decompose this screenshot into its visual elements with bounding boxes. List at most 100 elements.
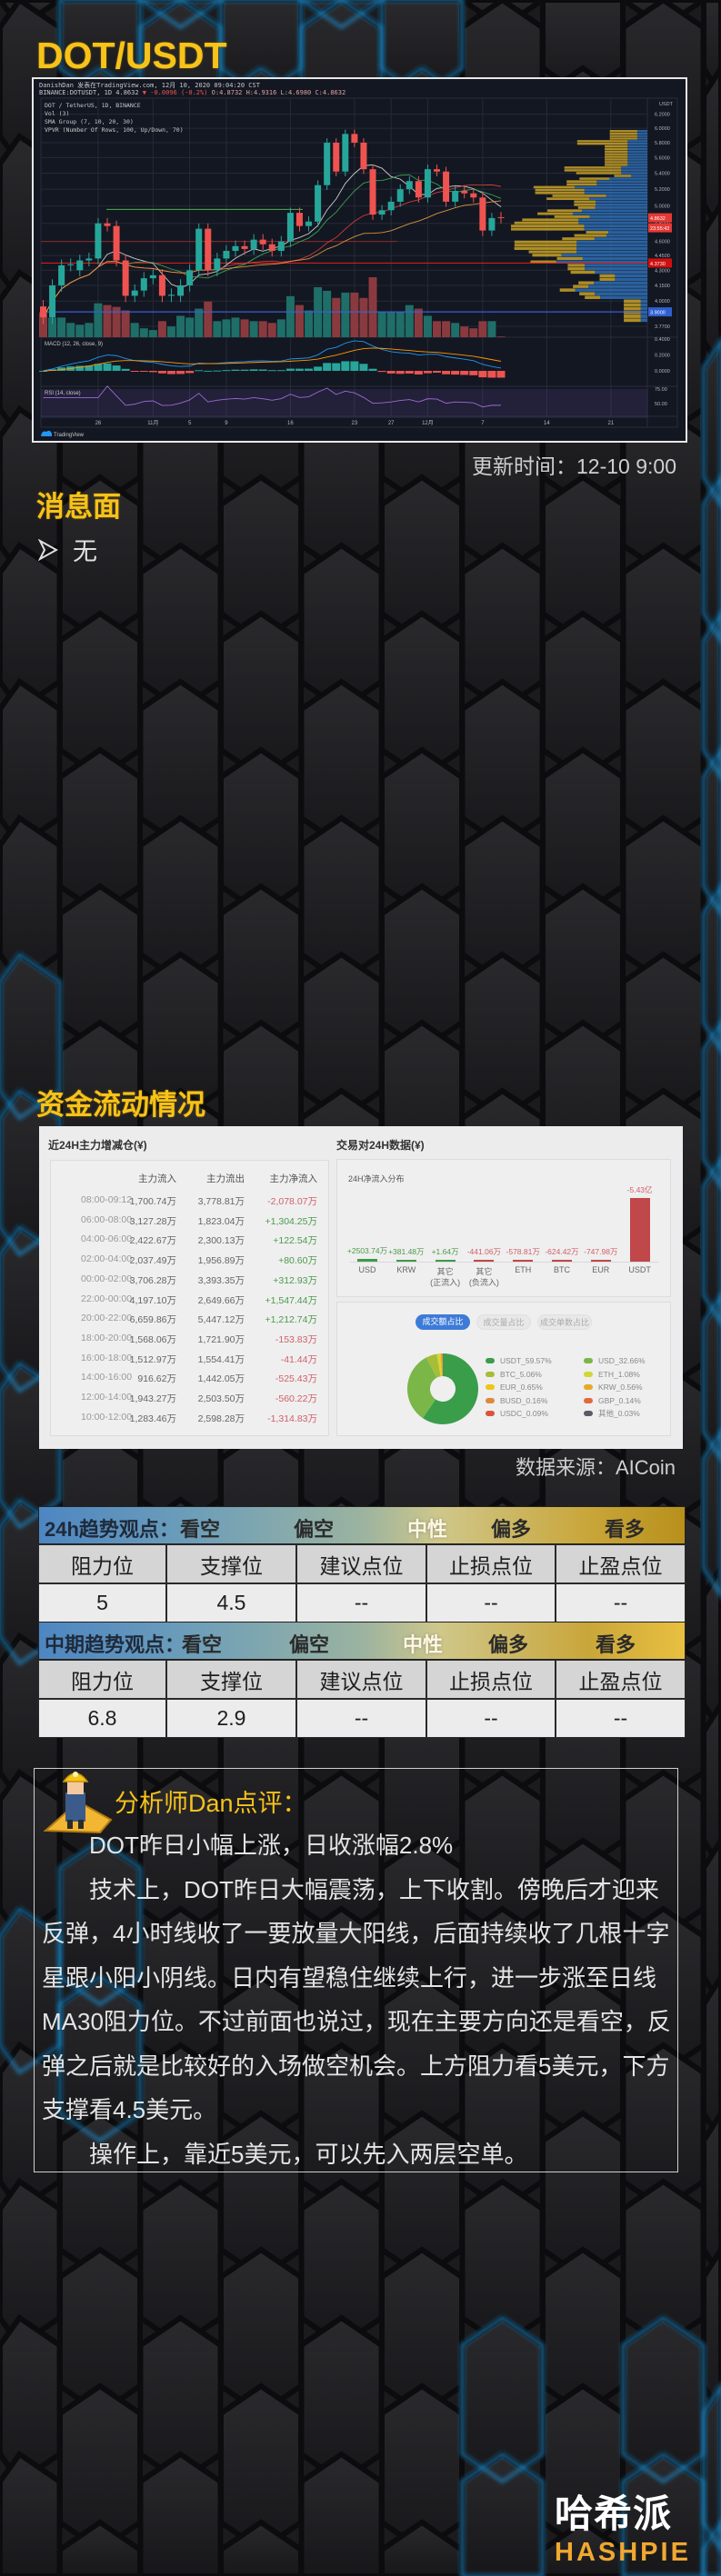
legend-item: ETH_1.08% xyxy=(584,1369,640,1380)
candle-body xyxy=(324,142,331,185)
hexagon-tile xyxy=(0,677,63,850)
volume-profile-up-bar xyxy=(576,240,647,244)
hexagon-tile xyxy=(0,541,63,714)
hexagon-glow-edge xyxy=(702,1428,721,1599)
volume-profile-up-bar xyxy=(636,132,647,135)
volume-profile-down-bar xyxy=(605,161,628,164)
volume-bar xyxy=(213,321,222,337)
volume-profile-down-bar xyxy=(609,132,637,135)
volume-profile-up-bar xyxy=(585,264,647,267)
candle-body xyxy=(40,306,46,318)
volume-profile-up-bar xyxy=(572,212,647,215)
volume-profile-down-bar xyxy=(579,177,610,180)
flow-cell: 3,778.81万 xyxy=(197,1196,245,1207)
candle-body xyxy=(223,250,230,259)
volume-profile-down-bar xyxy=(609,130,637,133)
volume-bar xyxy=(130,323,139,337)
hexagon-tile xyxy=(701,1835,721,2010)
macd-tick: 0.4000 xyxy=(655,337,670,343)
macd-histogram-bar xyxy=(39,371,47,372)
volume-profile-up-bar xyxy=(584,188,647,192)
candle-body xyxy=(113,225,120,261)
flow-cell: 1,823.04万 xyxy=(197,1215,245,1227)
volume-profile-down-bar xyxy=(511,225,585,228)
volume-profile-up-bar xyxy=(606,195,647,197)
trend-title: 中期趋势观点： xyxy=(45,1633,185,1656)
legend-label: 其他_0.03% xyxy=(598,1409,640,1418)
table-header: 主力流入 主力流出 主力净流入 xyxy=(51,1172,328,1188)
fund-flow-title: 资金流动情况 xyxy=(36,1089,205,1121)
macd-label: MACD (12, 26, close, 9) xyxy=(45,342,103,347)
candle-body xyxy=(149,275,156,279)
volume-bar xyxy=(166,326,175,337)
flow-cell: 6,659.86万 xyxy=(129,1314,176,1326)
table-row: 04:00-06:00 2,422.67万 2,300.13万 +122.54万 xyxy=(51,1233,328,1250)
volume-profile-up-bar xyxy=(596,200,647,204)
trend-column-header: 止盈点位 xyxy=(556,1544,686,1583)
hexagon-tile xyxy=(701,1563,721,1737)
macd-histogram-bar xyxy=(148,371,157,373)
volume-profile-down-bar xyxy=(574,234,607,237)
date-label: 12月 xyxy=(422,420,434,426)
date-label: 5 xyxy=(188,421,192,426)
candle-body xyxy=(424,169,431,198)
volume-profile-up-bar xyxy=(588,285,647,288)
volume-profile-down-bar xyxy=(609,137,637,140)
volume-profile-up-bar xyxy=(640,303,647,307)
red-level-flag-text: 4.3730 xyxy=(650,262,666,267)
volume-profile-up-bar xyxy=(627,140,647,143)
time-range: 04:00-06:00 xyxy=(81,1233,133,1245)
trend-value-cell: 6.8 xyxy=(38,1698,166,1738)
volume-profile-up-bar xyxy=(621,169,647,172)
volume-profile-up-bar xyxy=(576,246,647,250)
volume-bar xyxy=(487,321,496,337)
hexagon-tile xyxy=(298,2451,385,2576)
tab-1[interactable]: 成交额占比 xyxy=(416,1314,470,1330)
tab-2[interactable]: 成交量占比 xyxy=(476,1314,531,1330)
volume-profile-down-bar xyxy=(559,288,576,292)
volume-bar xyxy=(185,317,195,337)
rsi-tick: 50.00 xyxy=(655,402,667,407)
bar-value-label: -441.06万 xyxy=(466,1247,502,1256)
volume-profile-up-bar xyxy=(627,145,647,148)
date-label: 23 xyxy=(352,421,358,426)
countdown-flag xyxy=(648,223,672,233)
symbol: BINANCE:DOTUSDT, 1D 4.8632 xyxy=(39,89,143,96)
volume-profile-down-bar xyxy=(566,183,597,186)
hexagon-tile xyxy=(0,2177,63,2350)
bar-category-sublabel: (负流入) xyxy=(468,1278,499,1287)
macd-histogram-bar xyxy=(469,371,478,375)
hexagon-tile xyxy=(701,2108,721,2282)
donut-slice xyxy=(426,1353,441,1378)
flow-cell: 1,512.97万 xyxy=(129,1353,176,1365)
analyst-paragraph: DOT昨日小幅上涨，日收涨幅2.8% xyxy=(89,1832,454,1859)
volume-profile-down-bar xyxy=(624,306,641,311)
macd-histogram-bar xyxy=(195,370,204,372)
volume-profile-down-bar xyxy=(514,221,579,225)
flow-cell: 4,197.10万 xyxy=(129,1294,176,1306)
trend-column-header: 止损点位 xyxy=(426,1544,556,1583)
legend-item: USDT_59.57% xyxy=(486,1355,552,1366)
volume-profile-up-bar xyxy=(627,161,647,164)
volume-profile-up-bar xyxy=(589,197,647,201)
macd-tick: 0.2000 xyxy=(655,354,670,359)
chart-legend-item: DOT / TetherUS, 1D, BINANCE xyxy=(45,102,141,109)
legend-swatch xyxy=(486,1384,495,1390)
candle-body xyxy=(186,270,194,285)
volume-bar xyxy=(433,321,442,337)
legend-label: ETH_1.08% xyxy=(598,1369,640,1379)
macd-histogram-bar xyxy=(295,368,304,371)
legend-item: BUSD_0.16% xyxy=(486,1395,547,1406)
rsi-line xyxy=(43,385,501,408)
ohlc-value: H:4.9316 xyxy=(246,89,281,96)
volume-profile-down-bar xyxy=(530,260,556,264)
change-value: ▼ -0.0096 (-0.2%) xyxy=(143,89,212,96)
price-tick: 4.3000 xyxy=(655,268,670,274)
trend-column-header: 阻力位 xyxy=(38,1660,166,1699)
volume-profile-down-bar xyxy=(528,250,577,254)
hexagon-tile xyxy=(0,2450,63,2576)
volume-profile-down-bar xyxy=(609,135,637,137)
tab-3[interactable]: 成交单数占比 xyxy=(537,1314,592,1330)
volume-profile-down-bar xyxy=(605,155,628,158)
candle-body xyxy=(49,285,56,318)
